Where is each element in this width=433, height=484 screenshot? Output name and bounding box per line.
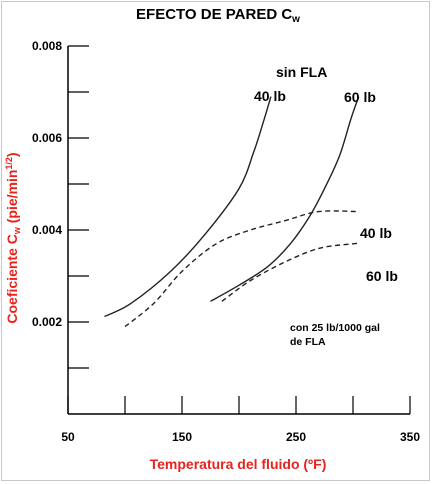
chart-title: EFECTO DE PARED Cw: [136, 6, 300, 25]
series-line-2: [210, 96, 360, 302]
label-dashed-60lb: 60 lb: [366, 268, 398, 284]
y-axis-title: Coeficiente Cw (pie/min1/2): [4, 152, 22, 323]
label-con-fla-line1: con 25 lb/1000 gal: [290, 322, 380, 334]
series-line-4: [221, 242, 359, 302]
ticks-group: 0.002 0.004 0.006 0.008 50 150 250 350: [32, 39, 420, 444]
label-sin-fla: sin FLA: [276, 64, 327, 80]
x-tick-label: 150: [172, 430, 192, 444]
label-solid-60lb: 60 lb: [344, 89, 376, 105]
label-solid-40lb: 40 lb: [254, 88, 286, 104]
x-axis-title: Temperatura del fluido (ºF): [150, 456, 327, 472]
y-tick-label: 0.002: [32, 315, 62, 329]
y-tick-label: 0.004: [32, 223, 62, 237]
series-line-1: [104, 96, 272, 318]
label-dashed-40lb: 40 lb: [360, 225, 392, 241]
series-group: [104, 96, 360, 328]
x-tick-label: 50: [61, 430, 75, 444]
x-tick-label: 350: [400, 430, 420, 444]
label-con-fla-line2: de FLA: [290, 336, 326, 348]
series-line-3: [124, 210, 359, 328]
y-tick-label: 0.008: [32, 39, 62, 53]
x-tick-label: 250: [286, 430, 306, 444]
y-tick-label: 0.006: [32, 131, 62, 145]
